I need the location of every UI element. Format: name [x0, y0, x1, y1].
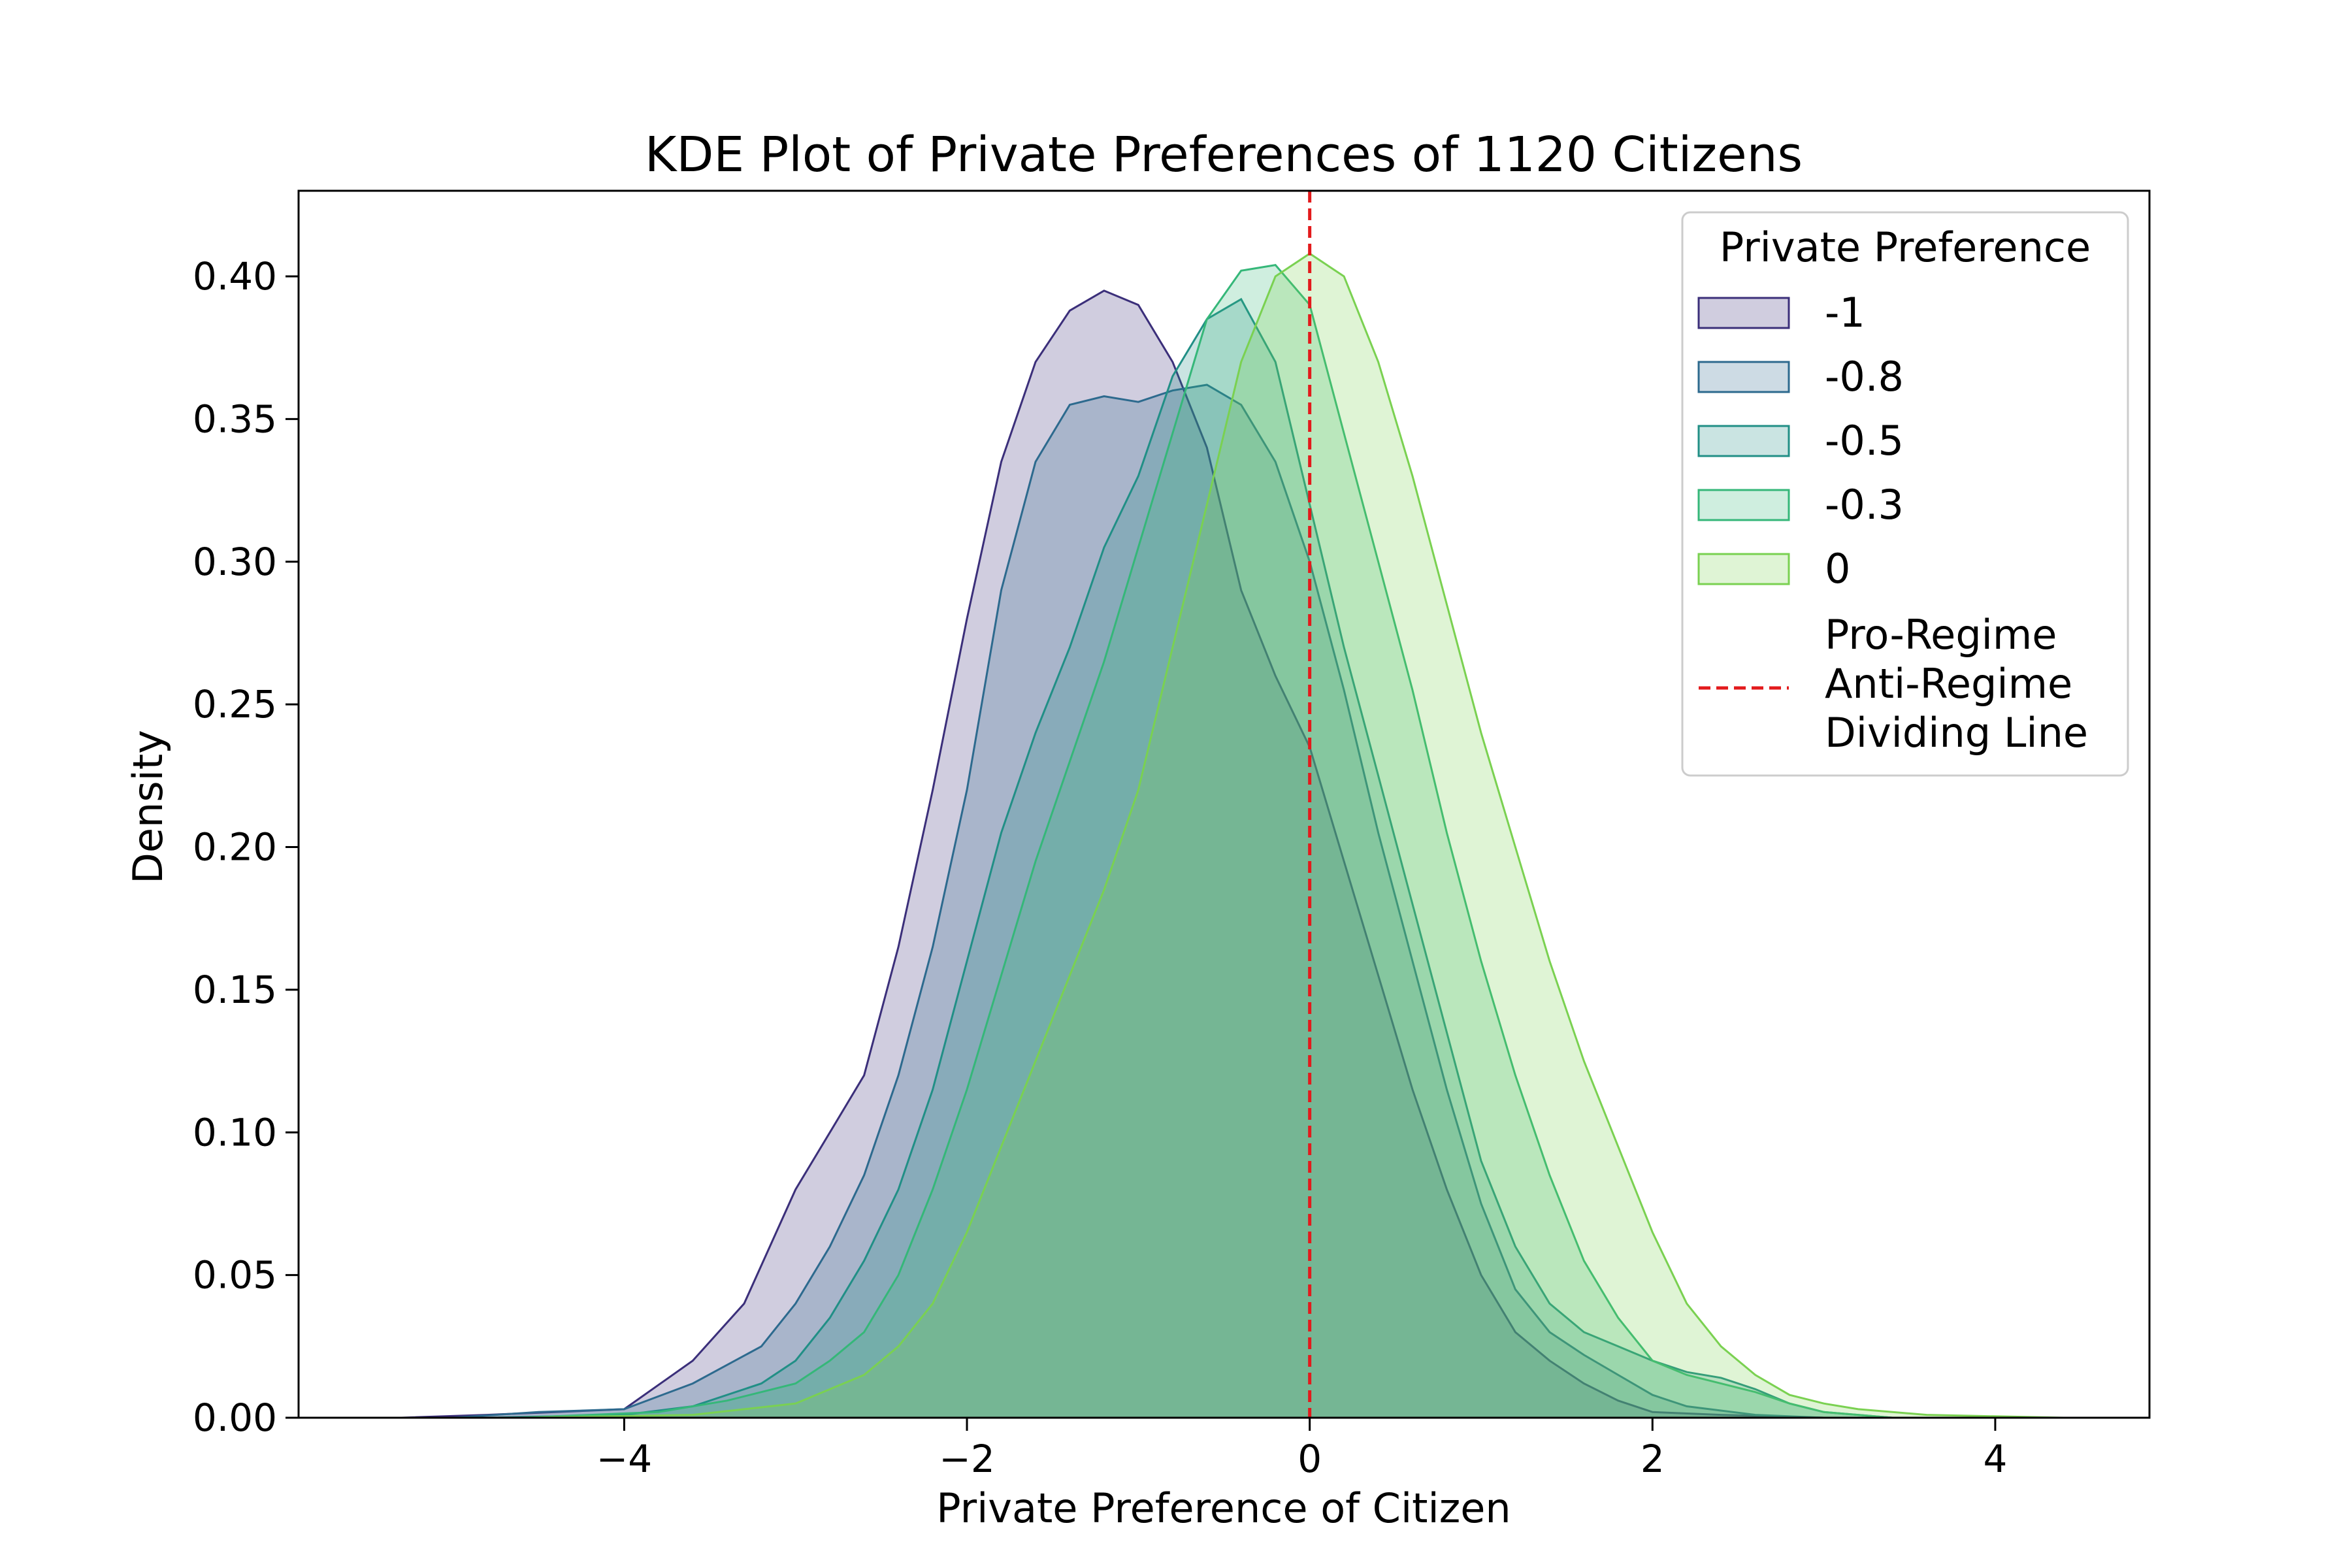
x-tick-label: −2: [939, 1437, 995, 1481]
legend-dividing-line-label-1: Pro-Regime: [1825, 611, 2057, 659]
legend: Private Preference -1 -0.8 -0.5 -0.3 0 Pro-R…: [1681, 211, 2129, 777]
series-area-0: [401, 290, 1824, 1418]
y-axis-label: Density: [124, 730, 172, 884]
legend-label-2: -0.5: [1825, 417, 1904, 465]
series-line-3: [521, 263, 1893, 1419]
series-area-2: [487, 299, 1893, 1418]
legend-box: [1681, 211, 2129, 777]
x-axis-label: Private Preference of Citizen: [936, 1484, 1511, 1532]
x-tick-label: 2: [1641, 1437, 1665, 1481]
series-area-3: [521, 265, 1893, 1418]
x-tick-label: −4: [596, 1437, 653, 1481]
plot-area: [297, 189, 2151, 1419]
y-tick-label: 0.15: [193, 968, 277, 1012]
y-tick-label: 0.25: [193, 682, 277, 727]
legend-label-4: 0: [1825, 545, 1850, 593]
y-tick-label: 0.35: [193, 397, 277, 441]
legend-dividing-line-label-2: Anti-Regime: [1825, 660, 2072, 708]
x-tick-label: 0: [1298, 1437, 1322, 1481]
legend-swatch-3: [1697, 489, 1790, 521]
y-tick-label: 0.05: [193, 1253, 277, 1298]
legend-entries: -1 -0.8 -0.5 -0.3 0: [1697, 289, 1904, 593]
legend-dividing-line-label-3: Dividing Line: [1825, 709, 2088, 757]
x-tick-label: 4: [1983, 1437, 2007, 1481]
series-line-1: [453, 384, 1824, 1419]
plot-frame: [297, 189, 2151, 1419]
series-layer: [401, 252, 2064, 1419]
legend-label-1: -0.8: [1825, 353, 1904, 400]
y-tick-label: 0.20: [193, 825, 277, 870]
series-area-1: [453, 385, 1824, 1418]
legend-label-0: -1: [1825, 289, 1865, 336]
y-tick-label: 0.10: [193, 1110, 277, 1154]
legend-swatch-4: [1697, 553, 1790, 585]
y-tick-label: 0.00: [193, 1396, 277, 1440]
legend-swatch-1: [1697, 361, 1790, 393]
y-tick-label: 0.30: [193, 540, 277, 584]
legend-label-3: -0.3: [1825, 481, 1904, 529]
series-line-0: [401, 289, 1824, 1419]
legend-swatch-0: [1697, 297, 1790, 329]
series-line-4: [521, 252, 2064, 1419]
legend-swatch-2: [1697, 425, 1790, 457]
chart-title: KDE Plot of Private Preferences of 1120 …: [645, 127, 1803, 183]
legend-title: Private Preference: [1720, 223, 2091, 271]
x-axis-ticks: −4 −2 0 2 4: [596, 1418, 2007, 1481]
y-tick-label: 0.40: [193, 254, 277, 299]
y-axis-ticks: 0.00 0.05 0.10 0.15 0.20 0.25 0.30 0.35 0.40: [193, 254, 299, 1440]
series-area-4: [521, 253, 2064, 1418]
